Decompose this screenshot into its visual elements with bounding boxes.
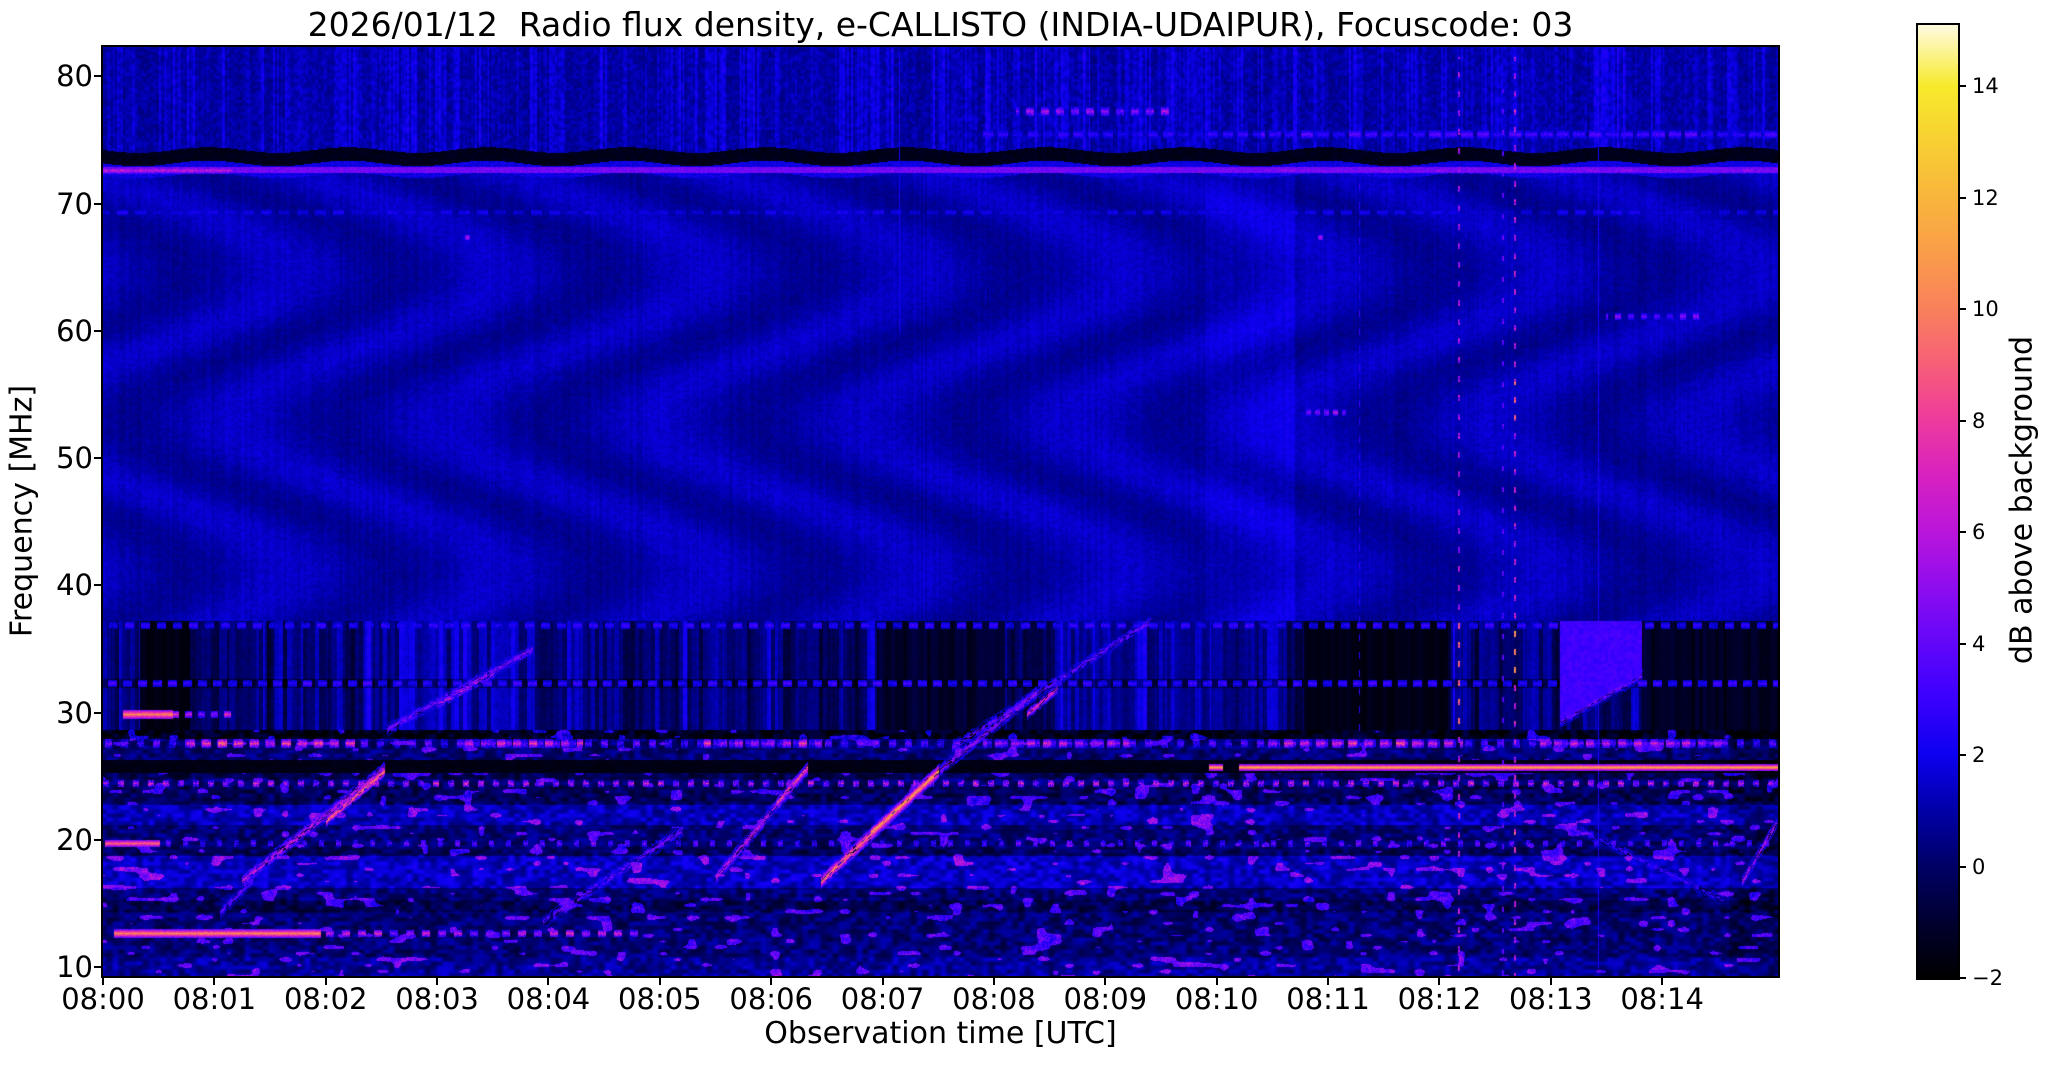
y-tick-label: 80 [56,59,93,94]
x-tick-label: 08:12 [1397,982,1482,1016]
x-tick-label: 08:10 [1174,982,1259,1016]
colorbar-tick-label: 8 [1972,408,1986,433]
colorbar-tick-mark [1960,419,1966,422]
colorbar-tick-label: 0 [1972,854,1986,879]
y-tick-label: 10 [56,950,93,985]
y-tick-mark [94,202,101,205]
y-tick-mark [94,75,101,78]
spectrogram-canvas [101,45,1780,978]
y-tick-label: 40 [56,568,93,603]
colorbar-tick-label: 2 [1972,743,1986,768]
x-tick-mark [547,978,550,985]
colorbar [1916,23,1960,980]
x-tick-mark [1327,978,1330,985]
y-tick-label: 60 [56,313,93,348]
x-tick-mark [102,978,104,985]
x-tick-label: 08:09 [1063,982,1148,1016]
y-tick-mark [94,584,101,587]
y-tick-mark [94,457,101,460]
x-tick-label: 08:03 [395,982,479,1016]
colorbar-tick-label: 12 [1972,185,1999,210]
colorbar-tick-mark [1960,865,1966,868]
colorbar-tick-mark [1960,308,1966,311]
colorbar-tick-mark [1960,754,1966,757]
colorbar-tick-label: 10 [1972,297,1999,322]
x-tick-mark [1215,978,1218,985]
colorbar-label: dB above background [2004,335,2040,665]
colorbar-tick-label: −2 [1972,966,2003,990]
colorbar-tick-mark [1960,85,1966,88]
y-tick-mark [94,966,101,969]
y-tick-label: 20 [56,822,93,857]
y-tick-mark [94,329,101,332]
chart-title: 2026/01/12 Radio flux density, e-CALLIST… [307,5,1574,44]
y-tick-mark [94,838,101,841]
x-tick-label: 08:01 [172,982,257,1016]
colorbar-tick-label: 4 [1972,631,1986,656]
x-tick-label: 08:04 [506,982,591,1016]
y-tick-label: 30 [56,695,93,730]
x-tick-mark [1661,978,1664,985]
x-tick-mark [1549,978,1552,985]
colorbar-tick-mark [1960,642,1966,645]
colorbar-tick-label: 14 [1972,74,1999,99]
x-tick-mark [1438,978,1441,985]
x-tick-label: 08:02 [283,982,368,1016]
x-tick-mark [992,978,995,985]
colorbar-tick-mark [1960,977,1966,979]
x-tick-mark [436,978,439,985]
x-tick-mark [213,978,216,985]
colorbar-tick-mark [1960,196,1966,199]
x-tick-label: 08:05 [618,982,702,1016]
colorbar-tick-label: 6 [1972,520,1986,545]
x-tick-label: 08:08 [952,982,1036,1016]
x-tick-label: 08:00 [61,982,145,1016]
x-tick-mark [881,978,884,985]
colorbar-tick-mark [1960,531,1966,534]
y-tick-mark [94,711,101,714]
x-tick-label: 08:13 [1509,982,1593,1016]
x-tick-label: 08:14 [1620,982,1704,1016]
x-tick-label: 08:11 [1286,982,1370,1016]
y-tick-label: 70 [56,186,93,221]
x-tick-label: 08:07 [840,982,925,1016]
x-tick-mark [658,978,661,985]
x-axis-label: Observation time [UTC] [764,1016,1117,1051]
y-tick-label: 50 [56,441,93,476]
x-tick-label: 08:06 [729,982,813,1016]
x-tick-mark [770,978,773,985]
x-tick-mark [324,978,327,985]
x-tick-mark [1104,978,1107,985]
